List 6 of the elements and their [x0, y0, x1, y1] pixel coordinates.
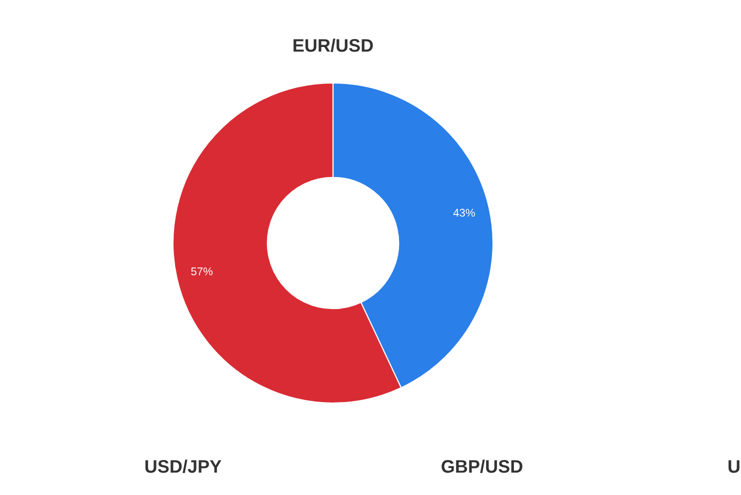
data-label: 43% — [453, 208, 475, 217]
chart-title: EUR/USD — [294, 38, 373, 52]
text: U — [728, 460, 740, 473]
text: GBP/USD — [442, 460, 522, 474]
data-label: 57% — [191, 267, 213, 276]
text: USD/JPY — [145, 460, 222, 474]
